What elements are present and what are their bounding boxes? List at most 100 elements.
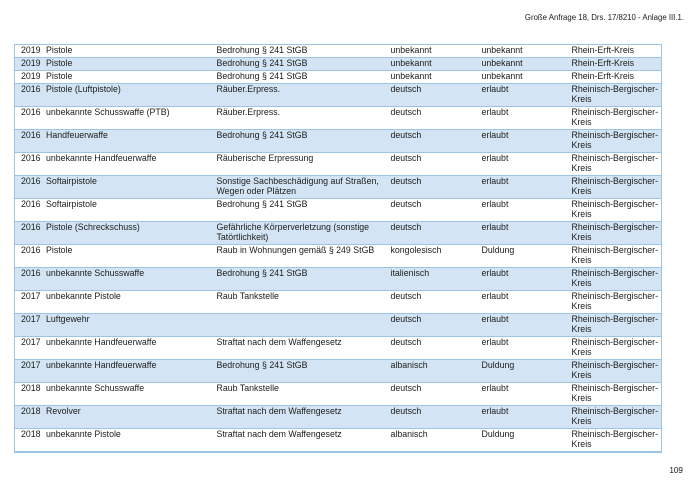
cell-year-weapon: 2017 unbekannte Handfeuerwaffe — [14, 336, 213, 360]
cell-status: unbekannt — [477, 70, 569, 84]
cell-district: Rhein-Erft-Kreis — [568, 70, 662, 84]
cell-year-weapon: 2016 Pistole (Schreckschuss) — [14, 221, 213, 245]
cell-nationality: albanisch — [386, 359, 478, 383]
table-row: 2017 unbekannte Handfeuerwaffe Bedrohung §… — [14, 359, 662, 383]
cell-offense: Straftat nach dem Waffengesetz — [212, 428, 387, 453]
cell-district: Rhein-Erft-Kreis — [568, 43, 662, 58]
cell-status: Duldung — [477, 428, 569, 453]
cell-status: erlaubt — [477, 336, 569, 360]
cell-year-weapon: 2018 unbekannte Schusswaffe — [14, 382, 213, 406]
cell-district: Rheinisch-Bergischer-Kreis — [568, 221, 662, 245]
cell-district: Rheinisch-Bergischer-Kreis — [568, 198, 662, 222]
cell-year-weapon: 2016 unbekannte Schusswaffe (PTB) — [14, 106, 213, 130]
table-row: 2016 Softairpistole Bedrohung § 241 StGB de… — [14, 198, 662, 222]
cell-district: Rhein-Erft-Kreis — [568, 57, 662, 71]
cell-weapon: unbekannte Pistole — [46, 291, 121, 302]
cell-district: Rheinisch-Bergischer-Kreis — [568, 267, 662, 291]
cell-weapon: Pistole (Luftpistole) — [46, 84, 121, 95]
table-row: 2018 unbekannte Schusswaffe Raub Tankstell… — [14, 382, 662, 406]
cell-status: erlaubt — [477, 382, 569, 406]
table-row: 2018 Revolver Straftat nach dem Waffengese… — [14, 405, 662, 429]
cell-nationality: deutsch — [386, 83, 478, 107]
cell-offense: Räuber.Erpress. — [212, 106, 387, 130]
cell-weapon: Revolver — [46, 406, 81, 417]
cell-district: Rheinisch-Bergischer-Kreis — [568, 405, 662, 429]
table-row: 2019 Pistole Bedrohung § 241 StGB unbekannt… — [14, 43, 662, 58]
cell-weapon: unbekannte Handfeuerwaffe — [46, 360, 157, 371]
cell-status: erlaubt — [477, 129, 569, 153]
cell-status: unbekannt — [477, 43, 569, 58]
cell-year: 2017 — [21, 291, 41, 302]
cell-status: erlaubt — [477, 83, 569, 107]
cell-status: erlaubt — [477, 175, 569, 199]
cell-district: Rheinisch-Bergischer-Kreis — [568, 290, 662, 314]
cell-year-weapon: 2016 Pistole — [14, 244, 213, 268]
cell-year-weapon: 2018 unbekannte Pistole — [14, 428, 213, 453]
cell-weapon: unbekannte Schusswaffe (PTB) — [46, 107, 170, 118]
cell-year: 2019 — [21, 58, 41, 69]
cell-year: 2018 — [21, 429, 41, 440]
cell-offense: Räuberische Erpressung — [212, 152, 387, 176]
cell-year: 2016 — [21, 268, 41, 279]
cell-offense: Bedrohung § 241 StGB — [212, 267, 387, 291]
cell-year: 2016 — [21, 245, 41, 256]
cell-status: erlaubt — [477, 152, 569, 176]
table-row: 2016 Pistole Raub in Wohnungen gemäß § 249… — [14, 244, 662, 268]
cell-year: 2016 — [21, 130, 41, 141]
cell-district: Rheinisch-Bergischer-Kreis — [568, 244, 662, 268]
cell-district: Rheinisch-Bergischer-Kreis — [568, 129, 662, 153]
cell-weapon: Softairpistole — [46, 176, 97, 187]
page-number: 109 — [669, 466, 683, 475]
cell-year-weapon: 2016 Softairpistole — [14, 175, 213, 199]
cell-year: 2019 — [21, 71, 41, 82]
table-row: 2018 unbekannte Pistole Straftat nach dem … — [14, 428, 662, 453]
table-body: 2019 Pistole Bedrohung § 241 StGB unbekannt… — [14, 43, 662, 453]
document-header: Große Anfrage 18, Drs. 17/8210 - Anlage … — [525, 13, 684, 22]
cell-year: 2018 — [21, 383, 41, 394]
cell-weapon: Pistole — [46, 245, 73, 256]
table-row: 2016 unbekannte Schusswaffe (PTB) Räuber.E… — [14, 106, 662, 130]
cell-offense: Bedrohung § 241 StGB — [212, 70, 387, 84]
cell-nationality: italienisch — [386, 267, 478, 291]
table-row: 2016 Pistole (Schreckschuss) Gefährliche K… — [14, 221, 662, 245]
cell-year: 2017 — [21, 314, 41, 325]
cell-status: erlaubt — [477, 221, 569, 245]
cell-year-weapon: 2016 unbekannte Handfeuerwaffe — [14, 152, 213, 176]
cell-status: Duldung — [477, 359, 569, 383]
cell-weapon: Pistole — [46, 71, 73, 82]
cell-weapon: Softairpistole — [46, 199, 97, 210]
cell-status: unbekannt — [477, 57, 569, 71]
cell-year-weapon: 2017 Luftgewehr — [14, 313, 213, 337]
cell-district: Rheinisch-Bergischer-Kreis — [568, 428, 662, 453]
table-row: 2016 Handfeuerwaffe Bedrohung § 241 StGB de… — [14, 129, 662, 153]
cell-year-weapon: 2016 unbekannte Schusswaffe — [14, 267, 213, 291]
cell-district: Rheinisch-Bergischer-Kreis — [568, 175, 662, 199]
cell-year-weapon: 2016 Pistole (Luftpistole) — [14, 83, 213, 107]
table-row: 2019 Pistole Bedrohung § 241 StGB unbekannt… — [14, 57, 662, 71]
cell-year-weapon: 2019 Pistole — [14, 70, 213, 84]
cell-district: Rheinisch-Bergischer-Kreis — [568, 313, 662, 337]
cell-year-weapon: 2016 Softairpistole — [14, 198, 213, 222]
cell-weapon: unbekannte Handfeuerwaffe — [46, 153, 157, 164]
cell-district: Rheinisch-Bergischer-Kreis — [568, 336, 662, 360]
cell-nationality: kongolesisch — [386, 244, 478, 268]
cell-status: erlaubt — [477, 290, 569, 314]
cell-nationality: deutsch — [386, 405, 478, 429]
table-row: 2017 unbekannte Handfeuerwaffe Straftat na… — [14, 336, 662, 360]
cell-nationality: albanisch — [386, 428, 478, 453]
cell-offense: Bedrohung § 241 StGB — [212, 43, 387, 58]
cell-nationality: deutsch — [386, 290, 478, 314]
cell-offense: Gefährliche Körperverletzung (sonstige T… — [212, 221, 387, 245]
cell-nationality: deutsch — [386, 106, 478, 130]
cell-year-weapon: 2019 Pistole — [14, 57, 213, 71]
cell-year: 2016 — [21, 153, 41, 164]
cell-year: 2016 — [21, 176, 41, 187]
cell-offense: Raub Tankstelle — [212, 382, 387, 406]
cell-year-weapon: 2018 Revolver — [14, 405, 213, 429]
cell-year: 2019 — [21, 45, 41, 55]
cell-weapon: Luftgewehr — [46, 314, 90, 325]
cell-district: Rheinisch-Bergischer-Kreis — [568, 83, 662, 107]
cell-district: Rheinisch-Bergischer-Kreis — [568, 152, 662, 176]
cell-year-weapon: 2016 Handfeuerwaffe — [14, 129, 213, 153]
cell-nationality: deutsch — [386, 313, 478, 337]
